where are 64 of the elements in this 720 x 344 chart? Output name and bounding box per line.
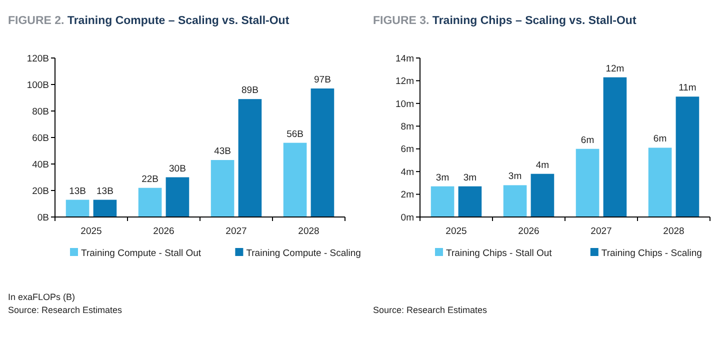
- bar: [503, 185, 527, 217]
- source-note: Source: Research Estimates: [8, 305, 123, 315]
- chart-title: FIGURE 2. Training Compute – Scaling vs. Stall-Out: [8, 15, 290, 27]
- bar: [648, 148, 672, 217]
- data-label: 11m: [678, 82, 696, 94]
- text: In exaFLOPs (B): [8, 292, 76, 302]
- bar: [310, 88, 334, 217]
- y-tick-label: 14m: [396, 53, 414, 64]
- bar: [430, 186, 454, 217]
- x-tick-label: 2028: [298, 226, 320, 237]
- y-tick-label: 20B: [32, 186, 49, 197]
- x-tick-label: 2026: [518, 226, 540, 237]
- bar: [283, 142, 307, 217]
- legend-label: Training Compute - Stall Out: [81, 248, 202, 259]
- data-label: 6m: [653, 134, 667, 145]
- bar: [66, 200, 90, 217]
- y-tick-label: 12m: [396, 76, 414, 88]
- x-tick-label: 2026: [153, 226, 174, 237]
- x-tick-label: 2027: [226, 226, 247, 237]
- bar: [138, 188, 162, 217]
- bar: [210, 160, 234, 217]
- x-tick-label: 2025: [446, 226, 467, 237]
- data-label: 13B: [96, 186, 114, 197]
- y-tick-label: 10m: [396, 98, 414, 110]
- bar: [238, 99, 262, 217]
- data-label: 43B: [214, 146, 231, 158]
- y-tick-label: 6m: [400, 144, 414, 156]
- data-label: 3m: [508, 171, 522, 182]
- x-tick-label: 2025: [80, 226, 102, 237]
- data-label: 4m: [536, 160, 550, 171]
- legend-label: Training Chips - Scaling: [601, 248, 702, 259]
- bar: [576, 148, 600, 217]
- bar: [603, 77, 627, 217]
- data-label: 3m: [463, 172, 477, 184]
- y-tick-label: 40B: [32, 159, 49, 170]
- data-label: 22B: [142, 174, 158, 185]
- bar: [93, 200, 117, 217]
- y-tick-label: 8m: [400, 121, 414, 132]
- legend-label: Training Chips - Stall Out: [446, 248, 552, 259]
- y-tick-label: 100B: [26, 80, 49, 91]
- data-label: 6m: [580, 134, 594, 146]
- data-label: 89B: [242, 85, 258, 96]
- y-tick-label: 4m: [400, 166, 414, 178]
- x-tick-label: 2027: [590, 226, 612, 237]
- source-note: Source: Research Estimates: [373, 305, 488, 315]
- data-label: 13B: [69, 186, 86, 197]
- bar: [676, 96, 700, 217]
- y-tick-label: 60B: [32, 132, 49, 144]
- y-tick-label: 120B: [26, 53, 49, 64]
- data-label: 12m: [606, 63, 624, 74]
- y-tick-label: 0B: [37, 212, 49, 224]
- y-tick-label: 2m: [400, 190, 414, 201]
- bar: [458, 186, 482, 217]
- x-tick-label: 2028: [663, 226, 684, 237]
- bar: [530, 174, 554, 217]
- chart-title: FIGURE 3. Training Chips – Scaling vs. Stall-Out: [373, 15, 636, 27]
- data-label: 30B: [169, 163, 186, 174]
- legend-label: Training Compute - Scaling: [246, 248, 361, 259]
- y-tick-label: 80B: [32, 106, 49, 118]
- data-label: 56B: [286, 128, 304, 140]
- bar: [166, 177, 190, 217]
- y-tick-label: 0m: [400, 212, 414, 224]
- data-label: 3m: [436, 172, 450, 184]
- data-label: 97B: [314, 74, 331, 86]
